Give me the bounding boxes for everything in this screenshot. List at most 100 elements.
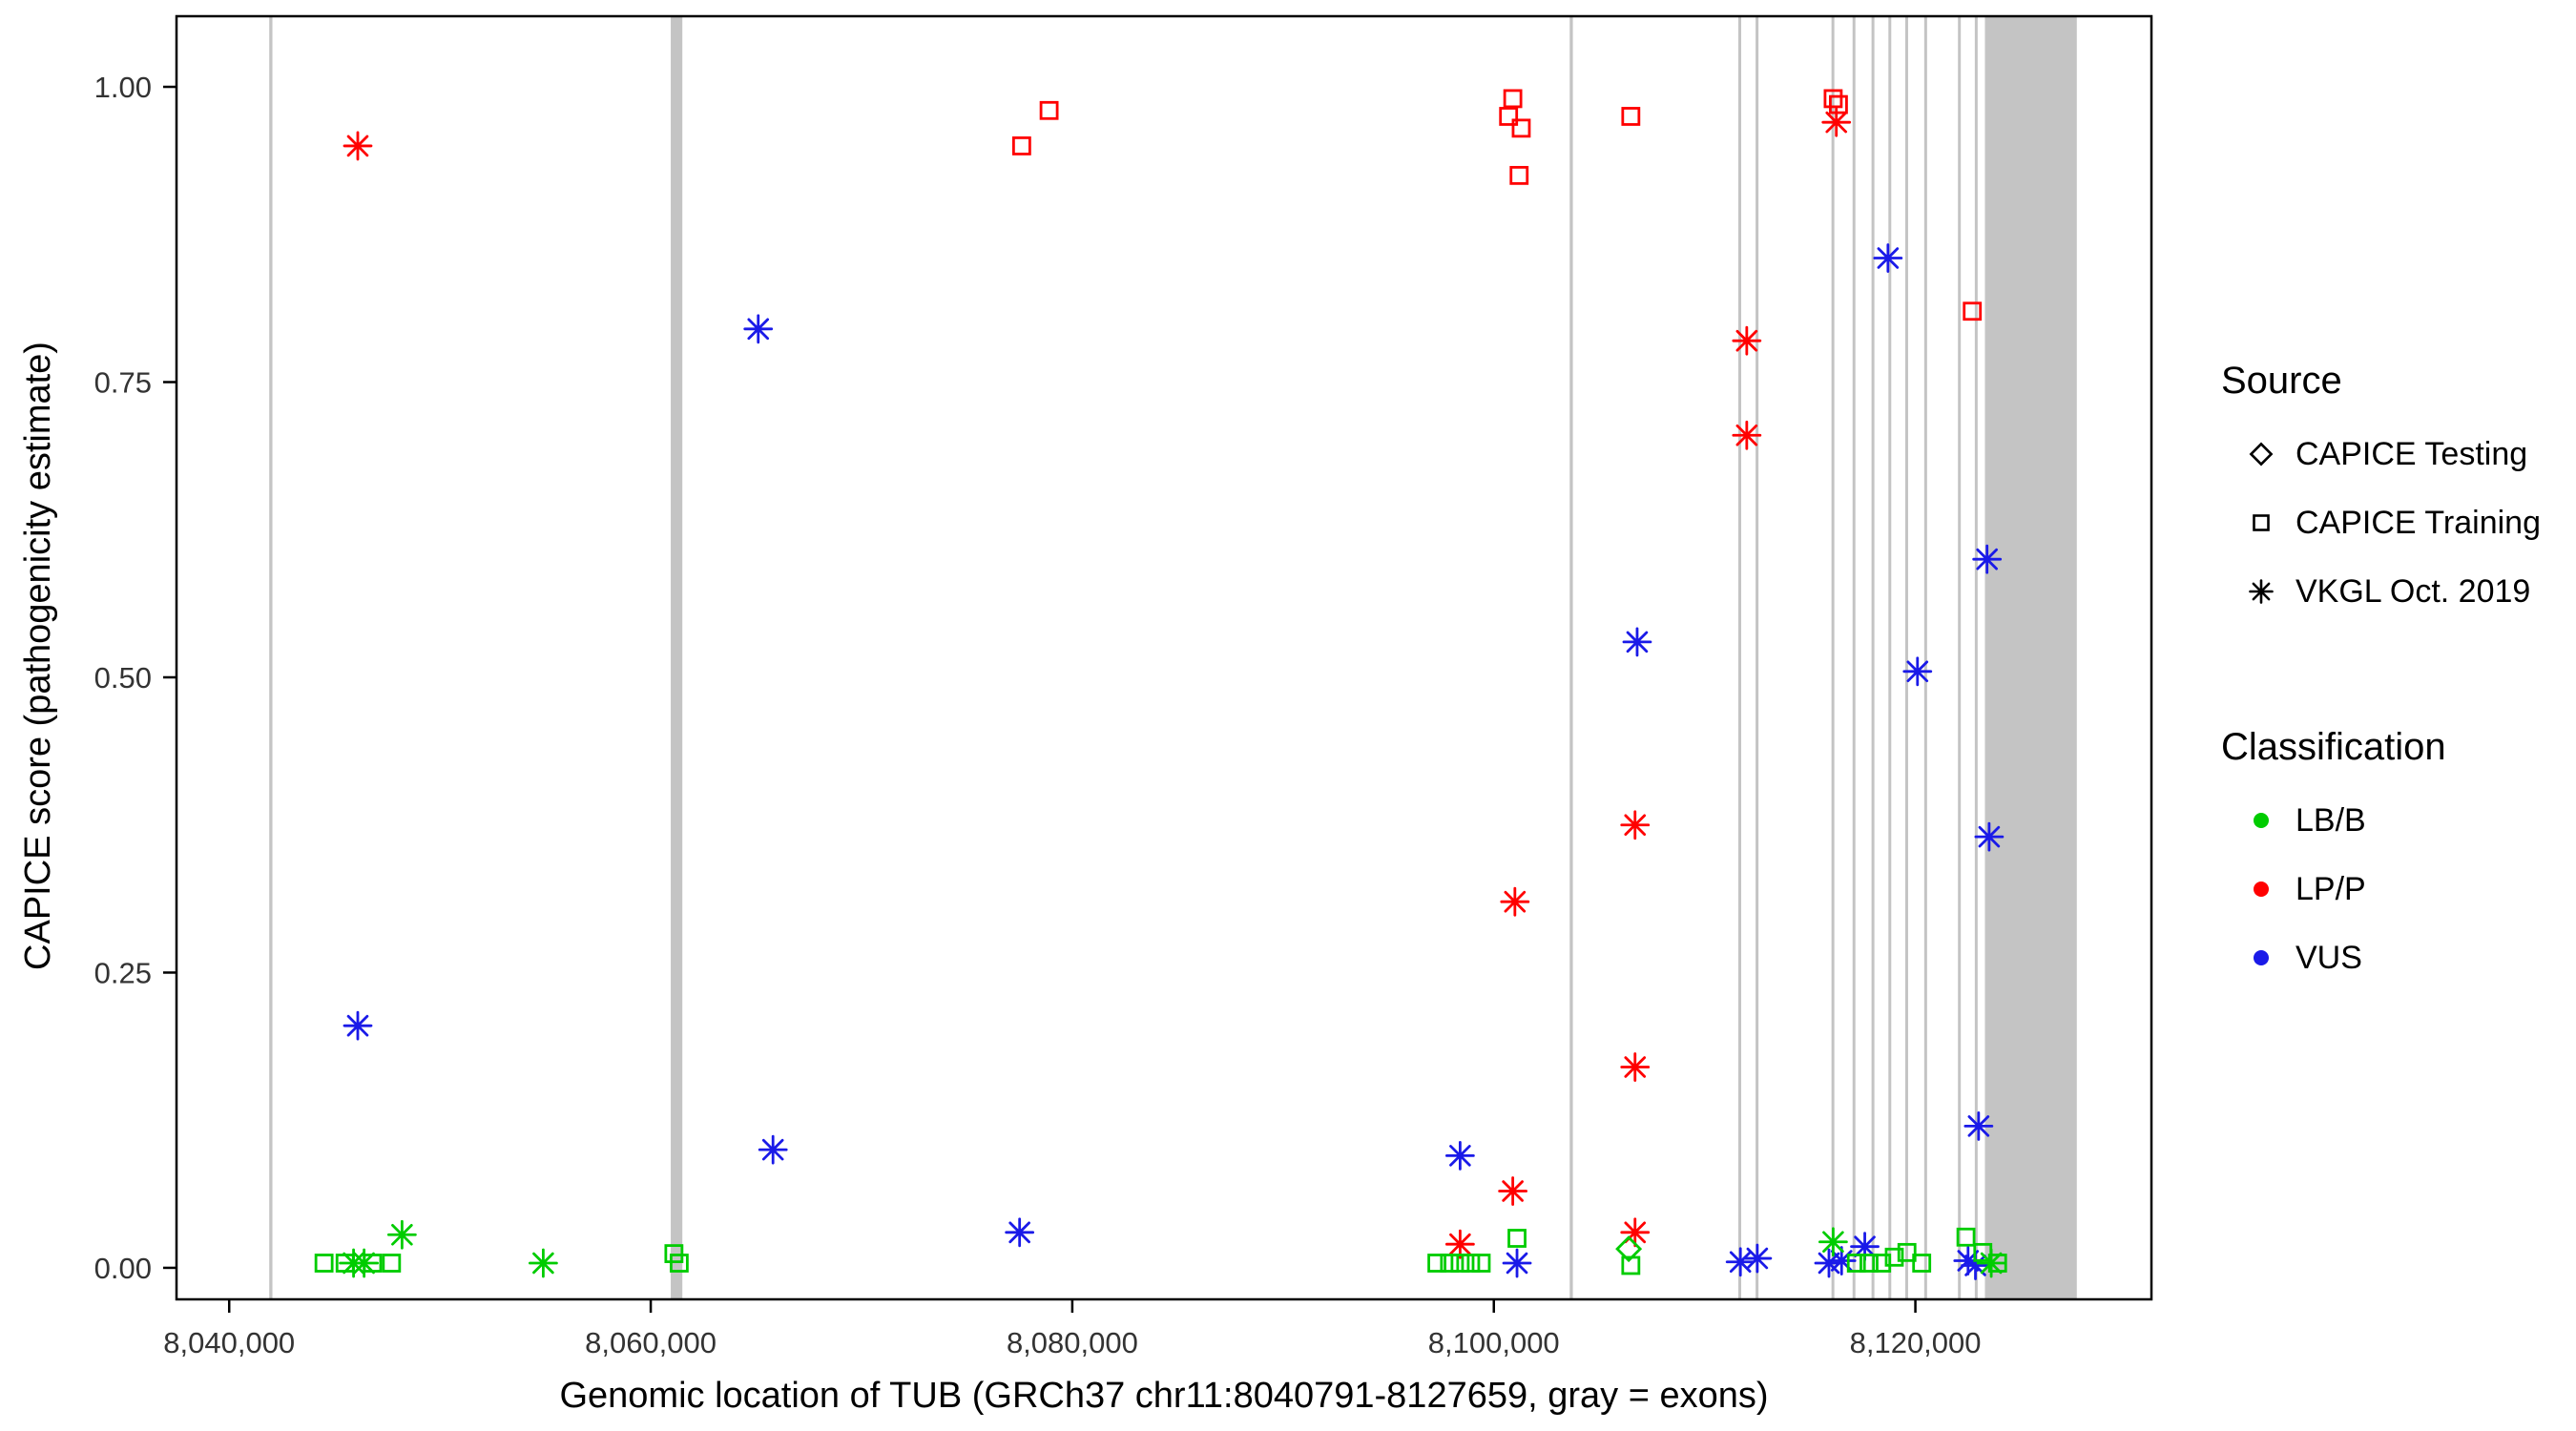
exon-region <box>1888 16 1892 1299</box>
data-point-asterisk <box>386 1219 417 1250</box>
data-point-asterisk <box>349 1248 380 1278</box>
exon-region <box>1755 16 1759 1299</box>
data-point-asterisk <box>1961 1251 1990 1280</box>
data-point-square <box>1621 107 1641 126</box>
data-point-square <box>1963 301 1983 321</box>
data-point-square <box>1499 107 1519 126</box>
y-tick-label: 0.50 <box>94 661 152 695</box>
data-point-asterisk <box>1972 544 2003 574</box>
plot-panel-border <box>175 14 2153 1301</box>
data-point-square <box>1872 1254 1892 1273</box>
legend-item-label: VUS <box>2296 939 2362 976</box>
data-point-asterisk <box>1953 1246 1984 1275</box>
y-axis-title: CAPICE score (pathogenicity estimate) <box>18 342 58 970</box>
exon-region <box>1852 16 1856 1299</box>
y-tick-label: 0.00 <box>94 1252 152 1285</box>
data-point-square <box>664 1244 684 1263</box>
dot-icon <box>2254 881 2269 897</box>
data-point-asterisk <box>1444 1229 1475 1259</box>
data-point-asterisk <box>1732 325 1762 356</box>
data-point-square <box>382 1254 402 1273</box>
data-point-asterisk <box>1873 243 1903 273</box>
data-point-asterisk <box>1620 1217 1651 1248</box>
data-point-asterisk <box>1742 1243 1773 1274</box>
exon-region <box>1569 16 1573 1299</box>
exon-region <box>1974 16 1978 1299</box>
data-point-square <box>1511 118 1531 138</box>
data-point-square <box>1912 1254 1932 1273</box>
data-point-asterisk <box>528 1248 558 1278</box>
data-point-asterisk <box>1850 1232 1880 1262</box>
y-tick-label: 0.25 <box>94 956 152 989</box>
data-point-square <box>1039 100 1059 120</box>
exon-region <box>1923 16 1927 1299</box>
x-tick-label: 8,080,000 <box>1007 1326 1138 1359</box>
data-point-asterisk <box>1502 1248 1532 1278</box>
data-point-square <box>1011 136 1031 156</box>
legend-item-label: CAPICE Training <box>2296 504 2541 541</box>
data-point-asterisk <box>1902 656 1933 687</box>
data-point-asterisk <box>1976 1248 2006 1278</box>
data-point-square <box>1823 89 1843 109</box>
data-point-square <box>1829 94 1848 114</box>
asterisk-icon <box>2249 579 2274 604</box>
data-point-asterisk <box>343 1010 373 1041</box>
data-point-asterisk <box>1620 1052 1651 1082</box>
data-point-asterisk <box>343 131 373 161</box>
data-point-square <box>1509 165 1529 185</box>
legend-item: CAPICE Testing <box>2221 426 2541 482</box>
legend-classification-items: LB/B LP/P VUS <box>2221 793 2541 985</box>
legend-item-label: LP/P <box>2296 870 2366 907</box>
data-point-square <box>1507 1229 1527 1248</box>
legend-item-label: VKGL Oct. 2019 <box>2296 572 2531 610</box>
data-point-square <box>1427 1254 1446 1273</box>
exon-region <box>1958 16 1962 1299</box>
data-point-asterisk <box>1974 821 2005 852</box>
legend-group-classification: Classification LB/B LP/P VUS <box>2221 724 2541 985</box>
data-point-square <box>1461 1254 1481 1273</box>
data-point-asterisk <box>1500 886 1530 917</box>
data-point-square <box>1440 1254 1460 1273</box>
data-point-asterisk <box>758 1134 788 1165</box>
data-point-asterisk <box>1498 1176 1528 1206</box>
exon-region <box>1831 16 1835 1299</box>
x-tick-label: 8,100,000 <box>1428 1326 1560 1359</box>
exon-region <box>1904 16 1908 1299</box>
legend-item-label: LB/B <box>2296 801 2366 839</box>
data-point-square <box>1503 89 1523 109</box>
data-point-asterisk <box>1814 1248 1844 1278</box>
data-point-diamond <box>1615 1235 1643 1263</box>
data-point-square <box>314 1254 334 1273</box>
data-point-square <box>1859 1254 1879 1273</box>
data-point-square <box>669 1254 689 1273</box>
x-tick-label: 8,120,000 <box>1850 1326 1982 1359</box>
data-point-asterisk <box>1622 627 1652 657</box>
legend-classification-title: Classification <box>2221 726 2446 768</box>
data-point-square <box>1846 1254 1866 1273</box>
data-point-asterisk <box>1444 1140 1475 1171</box>
data-point-square <box>1884 1247 1904 1267</box>
data-point-asterisk <box>1821 107 1852 137</box>
legend-item: VUS <box>2221 930 2541 985</box>
exon-region <box>1871 16 1875 1299</box>
legend-item-label: CAPICE Testing <box>2296 435 2528 472</box>
data-point-asterisk <box>1732 420 1762 450</box>
data-point-asterisk <box>1963 1111 1994 1141</box>
legend-item: VKGL Oct. 2019 <box>2221 564 2541 619</box>
legend-group-source: Source CAPICE Testing CAPICE Training VKGL… <box>2221 358 2541 619</box>
data-point-asterisk <box>1725 1247 1755 1277</box>
legend-source-title: Source <box>2221 360 2342 402</box>
dot-icon <box>2254 813 2269 828</box>
x-tick-label: 8,040,000 <box>163 1326 295 1359</box>
exon-region <box>269 16 273 1299</box>
exon-region <box>1984 16 2077 1299</box>
legend: Source CAPICE Testing CAPICE Training VKGL… <box>2221 358 2541 985</box>
legend-item: LP/P <box>2221 861 2541 917</box>
data-point-asterisk <box>1818 1227 1848 1257</box>
square-icon <box>2253 514 2270 531</box>
legend-item: LB/B <box>2221 793 2541 848</box>
x-axis-title: Genomic location of TUB (GRCh37 chr11:80… <box>559 1376 1769 1416</box>
x-tick-label: 8,060,000 <box>585 1326 717 1359</box>
